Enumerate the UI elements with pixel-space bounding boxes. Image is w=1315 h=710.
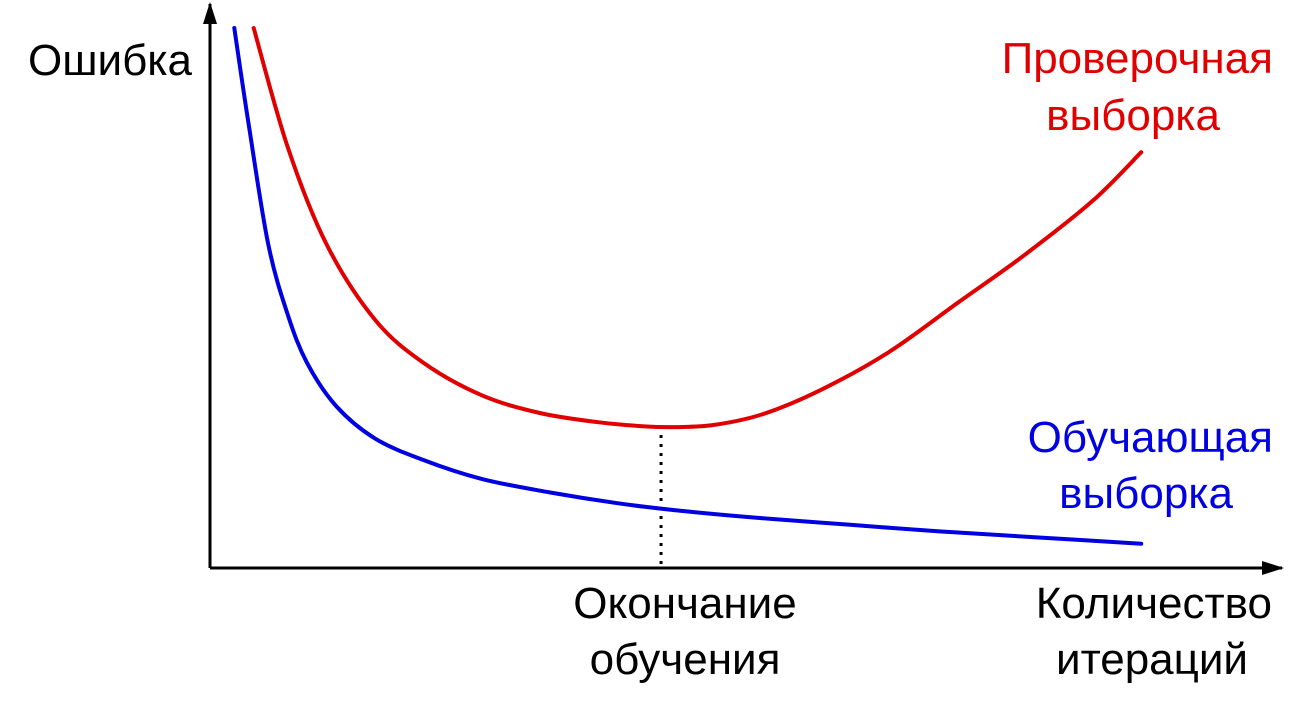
- stop-marker-label-line-2: обучения: [590, 635, 781, 684]
- training-series-label-line-2: выборка: [1059, 469, 1233, 518]
- x-axis-label-line-1: Количество: [1036, 579, 1272, 628]
- validation-error-curve: [251, 26, 1144, 430]
- validation-series-label-line-1: Проверочная: [1002, 34, 1273, 83]
- training-series-label-line-1: Обучающая: [1028, 413, 1273, 462]
- y-axis-label: Ошибка: [28, 36, 193, 85]
- stop-marker-label-line-1: Окончание: [573, 579, 796, 628]
- training-error-curve: [232, 26, 1144, 546]
- x-axis-label-line-2: итераций: [1056, 635, 1248, 684]
- validation-series-label-line-2: выборка: [1046, 91, 1220, 140]
